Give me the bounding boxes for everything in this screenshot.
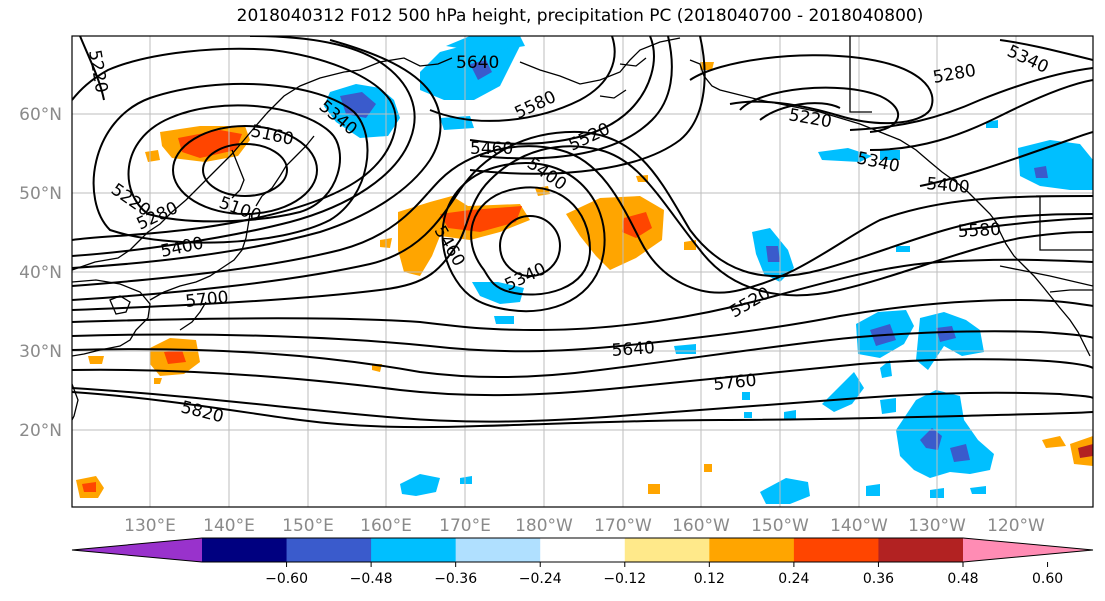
colorbar-segment: [202, 538, 288, 562]
contour-label: 5580: [957, 220, 1001, 242]
lon-label: 150°W: [751, 516, 809, 536]
lon-label: 140°E: [203, 516, 255, 536]
latitude-labels: 60°N 50°N 40°N 30°N 20°N: [19, 105, 62, 441]
map-title: 2018040312 F012 500 hPa height, precipit…: [236, 6, 924, 26]
colorbar-outline: [71, 537, 1094, 563]
contour-label: 5640: [456, 53, 499, 73]
colorbar-segment: [455, 538, 541, 562]
lat-label: 40°N: [19, 263, 62, 283]
contour-label: 5760: [712, 371, 757, 395]
colorbar-tick-label: 0.12: [694, 571, 725, 587]
colorbar-segment: [709, 538, 795, 562]
lat-label: 50°N: [19, 184, 62, 204]
contour-label: 5640: [611, 338, 656, 361]
colorbar-segment: [793, 538, 879, 562]
lat-label: 30°N: [19, 342, 62, 362]
colorbar-tick-label: −0.12: [603, 571, 646, 587]
colorbar-max-extend: [963, 538, 1093, 562]
lat-label: 60°N: [19, 105, 62, 125]
colorbar-segment: [371, 538, 457, 562]
lon-label: 120°W: [987, 516, 1045, 536]
lon-label: 130°E: [124, 516, 176, 536]
colorbar-tick-label: −0.36: [434, 571, 477, 587]
colorbar-tick-label: −0.60: [265, 571, 308, 587]
precip-negative-areas: [324, 36, 1093, 504]
lon-label: 180°W: [515, 516, 573, 536]
lon-label: 170°W: [594, 516, 652, 536]
lon-label: 160°E: [360, 516, 412, 536]
lon-label: 160°W: [672, 516, 730, 536]
colorbar-tick-label: −0.24: [519, 571, 562, 587]
lon-label: 140°W: [830, 516, 888, 536]
colorbar-tick-label: 0.36: [863, 571, 894, 587]
colorbar-segment: [540, 538, 626, 562]
colorbar-tick-label: −0.48: [350, 571, 393, 587]
lat-label: 20°N: [19, 421, 62, 441]
colorbar-segment: [878, 538, 964, 562]
precip-positive-areas: [76, 62, 1093, 498]
lon-label: 150°E: [282, 516, 334, 536]
map-frame: [71, 35, 1094, 508]
colorbar-min-extend: [72, 538, 202, 562]
colorbar-segment: [624, 538, 710, 562]
map-plot-area: 5220 5160 5100 5220 5280 5400 5700 5820 …: [72, 36, 1093, 507]
colorbar: −0.60 −0.48 −0.36 −0.24 −0.12 0.12 0.24 0.36 0.4…: [71, 537, 1094, 587]
longitude-labels: 130°E 140°E 150°E 160°E 170°E 180°W 170°…: [124, 516, 1045, 536]
colorbar-tick-label: 0.48: [947, 571, 978, 587]
lon-label: 170°E: [439, 516, 491, 536]
lon-label: 130°W: [908, 516, 966, 536]
colorbar-tick-label: 0.24: [778, 571, 809, 587]
contour-label: 5400: [926, 174, 971, 198]
contour-label: 5700: [184, 288, 229, 312]
colorbar-tick-label: 0.60: [1032, 571, 1063, 587]
height-contours: [72, 36, 1093, 429]
colorbar-segment: [286, 538, 372, 562]
contour-label: 5460: [470, 139, 513, 159]
